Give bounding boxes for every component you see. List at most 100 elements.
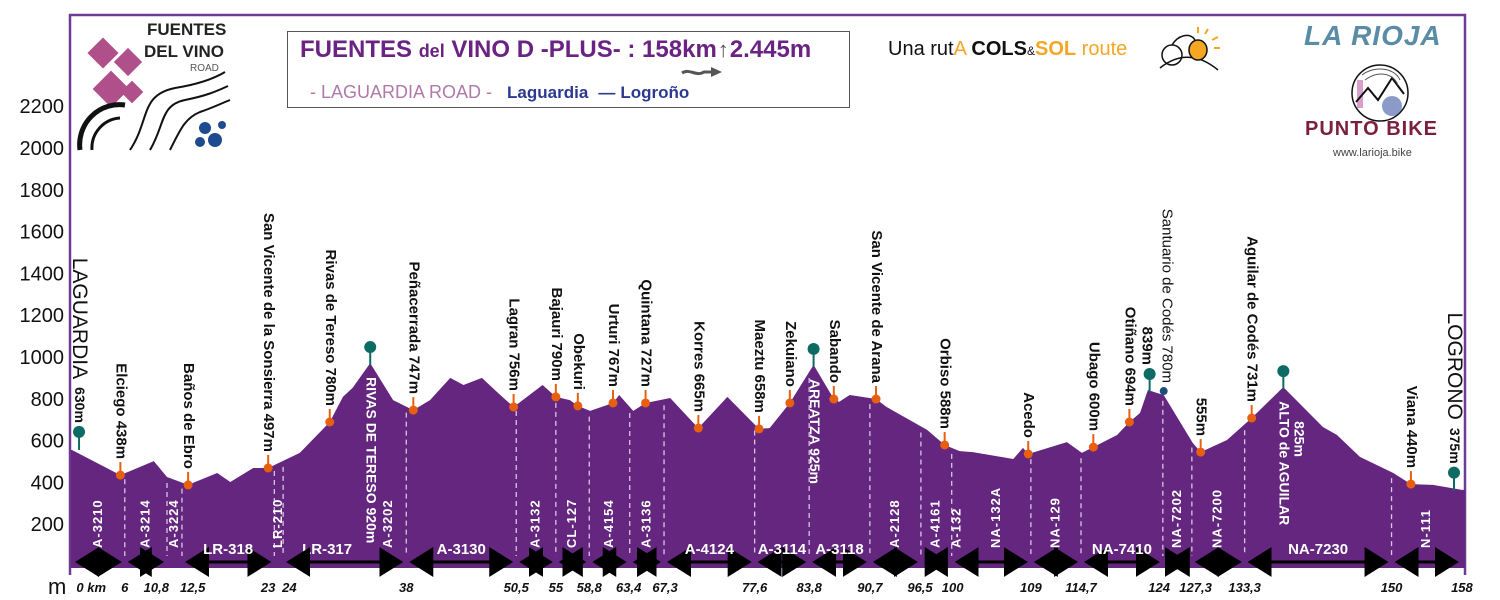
road-label: CL-127: [564, 499, 579, 548]
summit-marker-icon: [1277, 365, 1290, 378]
summit-marker-icon: [1143, 368, 1156, 381]
elevation-gain: 2.445m: [729, 36, 812, 63]
waypoint-label: LOGRONO 375m: [1443, 312, 1466, 463]
x-tick-label: 24: [281, 580, 297, 595]
title-del: del: [418, 41, 445, 61]
waypoint-name: 839m: [1139, 327, 1156, 365]
town-marker-icon: [509, 402, 519, 412]
summit-marker-icon: [807, 342, 820, 355]
road-label: NA-7200: [1210, 489, 1225, 548]
route-title-box: FUENTES del VINO D -PLUS- : 158km↑2.445m…: [287, 31, 850, 108]
road-label: LR-318: [203, 541, 253, 558]
waypoint-name: Acedo: [1020, 392, 1037, 438]
summit-label-elevation: 825m: [1292, 421, 1308, 457]
x-unit-label: m: [48, 574, 66, 599]
x-tick-label: 150: [1381, 580, 1403, 595]
cols-una: Una rut: [888, 38, 954, 60]
cols-amp: &: [1026, 44, 1035, 58]
chart-frame: [68, 13, 1467, 575]
title-fuentes: FUENTES: [300, 36, 413, 63]
town-marker-icon: [263, 463, 273, 473]
town-marker-icon: [829, 394, 839, 404]
title-rest: VINO D -PLUS- :: [451, 36, 636, 63]
town-marker-icon: [1196, 447, 1206, 457]
x-tick-label: 114,7: [1065, 580, 1097, 595]
route-start-town: Laguardia: [507, 83, 589, 102]
cols-route: route: [1081, 38, 1128, 60]
town-marker-icon: [573, 401, 583, 411]
road-label: A-3118: [815, 541, 863, 558]
road-label: NA-7410: [1092, 541, 1152, 558]
summit-label: AREATZA 925m: [807, 379, 823, 484]
town-marker-icon: [693, 423, 703, 433]
road-label: NA-129: [1047, 497, 1062, 548]
road-label: A-4161: [928, 499, 943, 548]
road-label: NA-132A: [988, 487, 1003, 548]
la-rioja-logo-text: LA RIOJA: [1304, 20, 1442, 51]
waypoint-label: Bajauri 790m: [548, 288, 565, 381]
waypoint-name: Maeztu 658m: [751, 320, 768, 413]
y-tick-label: 1000: [20, 347, 65, 369]
y-tick-label: 1200: [20, 305, 65, 327]
logo-text-road: ROAD: [190, 63, 219, 74]
waypoint-label: Maeztu 658m: [751, 320, 768, 413]
town-marker-icon: [754, 424, 764, 434]
town-marker-icon: [325, 417, 335, 427]
waypoint-name: Obekuri: [570, 333, 587, 390]
x-tick-label: 38: [399, 580, 414, 595]
x-tick-label: 12,5: [180, 580, 206, 595]
waypoint-label: Aguilar de Codés 731m: [1244, 236, 1261, 402]
waypoint-label: Peñacerrada 747m: [405, 261, 422, 394]
town-marker-icon: [115, 470, 125, 480]
cols-sol: SOL: [1034, 38, 1077, 60]
road-label: NA-7202: [1169, 489, 1184, 548]
town-marker-icon: [551, 392, 561, 402]
waypoint-label: Orbiso 588m: [937, 338, 954, 429]
waypoint-label: Otiñano 694m: [1121, 307, 1138, 406]
logo-text-fuentes: FUENTES: [147, 20, 227, 39]
x-tick-label: 109: [1020, 580, 1042, 595]
elevation-gain-arrow-icon: ↑: [717, 37, 729, 62]
waypoint-label: 555m: [1193, 398, 1210, 436]
waypoint-name: Rivas de Tereso 780m: [322, 250, 339, 406]
town-marker-icon: [1088, 442, 1098, 452]
cols-sol-logo-text: Una rutA COLS&SOL route: [888, 38, 1127, 61]
waypoint-label: Urturi 767m: [605, 304, 622, 387]
y-tick-label: 2000: [20, 138, 65, 160]
road-label: A-3114: [758, 541, 807, 558]
x-axis: m 0 km 6 10,8 12,5 23 24 38 50,5 55 58,8 63,4 67,3 77…: [48, 574, 1474, 599]
x-tick-label: 10,8: [144, 580, 170, 595]
town-marker-icon: [641, 398, 651, 408]
road-label: A-132: [948, 508, 963, 548]
route-distance: 158km: [642, 36, 717, 63]
waypoint-elevation: 630m: [72, 387, 88, 423]
waypoint-label: Ubago 600m: [1085, 342, 1102, 431]
summit-marker-icon: [1448, 466, 1461, 479]
waypoint-name: 555m: [1193, 398, 1210, 436]
waypoint-label: Lagran 756m: [506, 298, 523, 391]
waypoint-label: Santuario de Codés 780m: [1159, 209, 1176, 383]
route-end-town: Logroño: [620, 83, 690, 102]
waypoint-elevation: 375m: [1447, 428, 1463, 464]
x-tick-label: 90,7: [857, 580, 883, 595]
x-tick-label: 23: [260, 580, 276, 595]
summit-marker-icon: [73, 425, 86, 438]
waypoint-name: Urturi 767m: [605, 304, 622, 387]
town-marker-icon: [183, 480, 193, 490]
x-tick-label: 0 km: [76, 580, 106, 595]
elevation-profile-fill: [71, 363, 1465, 568]
route-subtitle: - LAGUARDIA ROAD - Laguardia — Logroño: [310, 82, 689, 103]
town-marker-icon: [608, 398, 618, 408]
town-marker-icon: [1247, 413, 1257, 423]
secondary-marker-icon: [1159, 387, 1168, 396]
town-marker-icon: [940, 440, 950, 450]
punto-bike-emblem: [1351, 64, 1409, 122]
road-label: A-2128: [887, 499, 902, 548]
waypoint-name: Orbiso 588m: [937, 338, 954, 429]
waypoint-label: Viana 440m: [1403, 386, 1420, 468]
distance-arrow-icon: [681, 67, 722, 77]
waypoint-label: Acedo: [1020, 392, 1037, 438]
waypoint-name: Aguilar de Codés 731m: [1244, 236, 1261, 402]
waypoint-name: Santuario de Codés 780m: [1159, 209, 1176, 383]
town-marker-icon: [871, 394, 881, 404]
